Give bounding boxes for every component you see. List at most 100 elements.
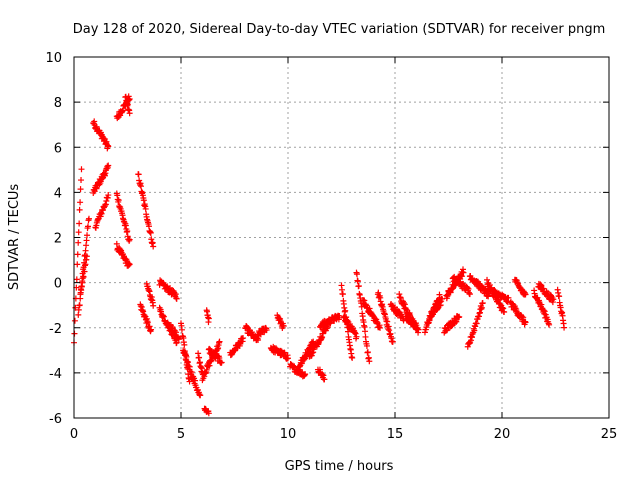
- data-point: [150, 243, 157, 250]
- data-point: [75, 229, 82, 236]
- data-point: [186, 378, 193, 385]
- data-point: [183, 353, 190, 360]
- data-point: [541, 308, 548, 315]
- data-point: [353, 333, 360, 340]
- data-point: [349, 354, 356, 361]
- data-point: [138, 183, 145, 190]
- data-point: [361, 297, 368, 304]
- data-point: [147, 229, 154, 236]
- data-point: [84, 232, 91, 239]
- data-point: [355, 282, 362, 289]
- data-point: [85, 223, 92, 230]
- data-point: [366, 305, 373, 312]
- data-point: [150, 302, 157, 309]
- data-point: [280, 323, 287, 330]
- data-point: [78, 177, 85, 184]
- data-point: [175, 336, 182, 343]
- data-point: [77, 199, 84, 206]
- data-point: [285, 355, 291, 362]
- data-point: [140, 197, 147, 204]
- data-point: [216, 338, 223, 345]
- data-point: [556, 293, 563, 300]
- data-point: [302, 371, 309, 378]
- data-point: [546, 321, 553, 328]
- data-point: [363, 342, 370, 349]
- data-point: [413, 322, 420, 329]
- y-tick-label: 0: [54, 277, 62, 292]
- data-point: [240, 335, 247, 342]
- data-points: [71, 93, 568, 417]
- data-point: [72, 304, 79, 311]
- data-point: [126, 261, 133, 268]
- data-point: [460, 269, 467, 276]
- data-point: [83, 237, 90, 244]
- data-point: [76, 206, 83, 213]
- data-point: [83, 253, 90, 260]
- x-tick-label: 20: [494, 427, 511, 442]
- x-tick-label: 10: [280, 427, 297, 442]
- data-point: [181, 341, 188, 348]
- data-point: [178, 326, 185, 333]
- data-point: [76, 220, 83, 227]
- x-tick-label: 5: [177, 427, 185, 442]
- data-point: [364, 349, 371, 356]
- data-point: [561, 324, 568, 331]
- data-point: [173, 295, 180, 302]
- data-point: [339, 291, 346, 298]
- data-point: [354, 278, 361, 285]
- data-point: [75, 239, 82, 246]
- data-point: [205, 315, 212, 322]
- x-tick-label: 15: [387, 427, 404, 442]
- data-point: [126, 110, 133, 117]
- y-tick-label: 2: [54, 232, 62, 247]
- data-point: [321, 376, 328, 383]
- y-tick-label: 4: [54, 186, 62, 201]
- y-tick-label: -2: [49, 322, 62, 337]
- data-point: [135, 171, 142, 178]
- data-point: [105, 162, 112, 169]
- data-point: [74, 251, 81, 258]
- y-axis-title: SDTVAR / TECUs: [7, 184, 22, 291]
- data-point: [522, 319, 529, 326]
- data-point: [148, 326, 155, 333]
- y-tick-label: 6: [54, 141, 62, 156]
- x-axis-title: GPS time / hours: [285, 459, 394, 474]
- data-point: [73, 276, 80, 283]
- data-point: [453, 318, 460, 325]
- data-point: [353, 271, 360, 278]
- data-point: [342, 307, 349, 314]
- data-point: [80, 273, 87, 280]
- data-point: [362, 328, 369, 335]
- data-point: [85, 215, 92, 222]
- data-point: [71, 317, 78, 324]
- data-point: [115, 197, 122, 204]
- data-point: [218, 359, 225, 366]
- data-point: [196, 354, 203, 361]
- data-point: [188, 369, 195, 376]
- y-tick-label: 8: [54, 96, 62, 111]
- data-point: [439, 295, 446, 302]
- data-point: [466, 291, 473, 298]
- data-point: [82, 247, 89, 254]
- data-point: [377, 324, 384, 331]
- chart-title: Day 128 of 2020, Sidereal Day-to-day VTE…: [73, 22, 606, 37]
- data-point: [113, 240, 120, 247]
- data-point: [415, 326, 422, 333]
- data-point: [205, 410, 212, 417]
- data-point: [479, 300, 486, 307]
- data-point: [77, 186, 84, 193]
- data-point: [77, 291, 84, 298]
- x-tick-label: 25: [601, 427, 618, 442]
- data-point: [345, 328, 352, 335]
- data-point: [522, 291, 529, 298]
- data-point: [105, 192, 112, 199]
- data-point: [76, 302, 83, 309]
- data-point: [550, 296, 557, 303]
- data-point: [389, 338, 396, 345]
- y-tick-label: -6: [49, 412, 62, 427]
- x-tick-label: 0: [70, 427, 78, 442]
- data-point: [501, 309, 508, 316]
- data-point: [366, 358, 373, 365]
